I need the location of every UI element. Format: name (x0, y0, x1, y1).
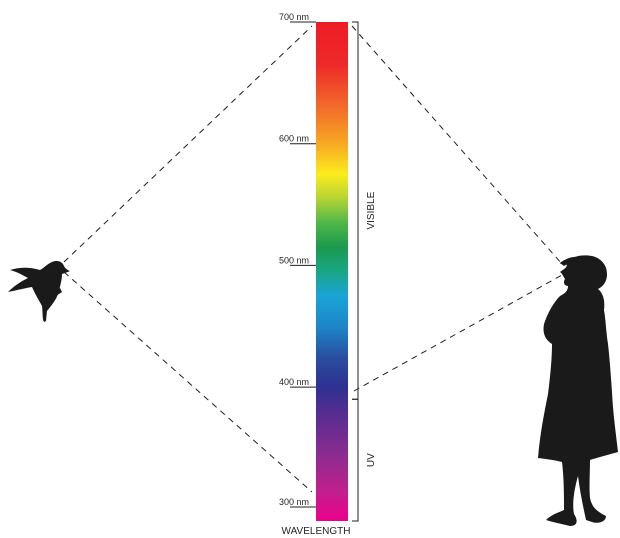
region-brackets: VISIBLE UV (352, 21, 377, 522)
human-lower-sight-line (353, 274, 563, 392)
region-label-visible: VISIBLE (366, 191, 377, 229)
sight-lines (63, 25, 563, 493)
region-bracket-uv (352, 398, 359, 522)
tick-label-400: 400 nm (279, 377, 309, 387)
bird-silhouette-icon (8, 261, 70, 322)
human-upper-sight-line (351, 25, 563, 265)
tick-label-700: 700 nm (279, 12, 309, 22)
wavelength-ticks: 700 nm 600 nm 500 nm 400 nm 300 nm (279, 12, 316, 508)
spectrum-bar (316, 22, 348, 521)
tick-label-600: 600 nm (279, 134, 309, 144)
region-bracket-visible (352, 21, 359, 400)
tick-label-300: 300 nm (279, 497, 309, 507)
axis-title: WAVELENGTH (282, 526, 351, 537)
bird-upper-sight-line (63, 25, 313, 263)
tick-label-500: 500 nm (279, 255, 309, 265)
human-silhouette-icon (538, 255, 618, 526)
region-label-uv: UV (366, 453, 377, 467)
bird-lower-sight-line (63, 271, 313, 493)
